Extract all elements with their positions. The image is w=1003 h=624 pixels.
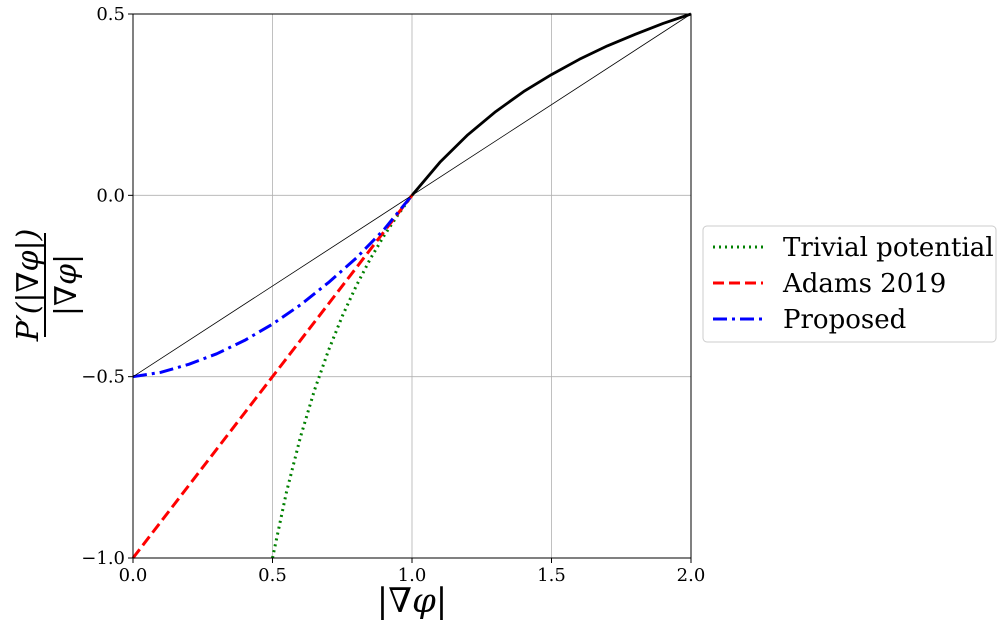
legend-label-adams-2019: Adams 2019 bbox=[782, 269, 946, 299]
x-tick-label: 1.5 bbox=[537, 565, 566, 586]
series-line-reference-3 bbox=[410, 12, 692, 197]
y-tick-label: −0.5 bbox=[81, 367, 125, 388]
legend-label-trivial-potential: Trivial potential bbox=[783, 233, 994, 263]
y-tick-label: −1.0 bbox=[81, 548, 125, 569]
legend-frame bbox=[702, 225, 997, 343]
grid-lines bbox=[132, 13, 692, 559]
x-tick-label: 2.0 bbox=[677, 565, 706, 586]
y-axis-label-numerator: P′(|∇φ|) bbox=[11, 229, 46, 343]
series-line-adams-2019 bbox=[131, 194, 414, 559]
y-tick-label: 0.0 bbox=[96, 185, 125, 206]
series-line-trivial-potential bbox=[271, 194, 414, 559]
legend: Trivial potential Adams 2019 Proposed bbox=[702, 225, 997, 343]
axis-ticks: 0.0 0.5 1.0 1.5 2.0 −1.0 −0.5 0.0 0.5 bbox=[81, 4, 705, 586]
y-tick-label: 0.5 bbox=[96, 4, 125, 25]
x-axis-label: |∇φ| bbox=[377, 581, 447, 621]
y-axis-label: P′(|∇φ|) |∇φ| bbox=[11, 229, 84, 343]
plot-series bbox=[131, 12, 692, 559]
x-tick-label: 0.5 bbox=[258, 565, 287, 586]
series-line-proposed bbox=[132, 194, 414, 379]
x-tick-label: 0.0 bbox=[119, 565, 148, 586]
series-line-reference-4 bbox=[132, 13, 692, 378]
legend-label-proposed: Proposed bbox=[783, 305, 906, 335]
y-axis-label-denominator: |∇φ| bbox=[49, 254, 84, 316]
x-tick-label: 1.0 bbox=[398, 565, 427, 586]
